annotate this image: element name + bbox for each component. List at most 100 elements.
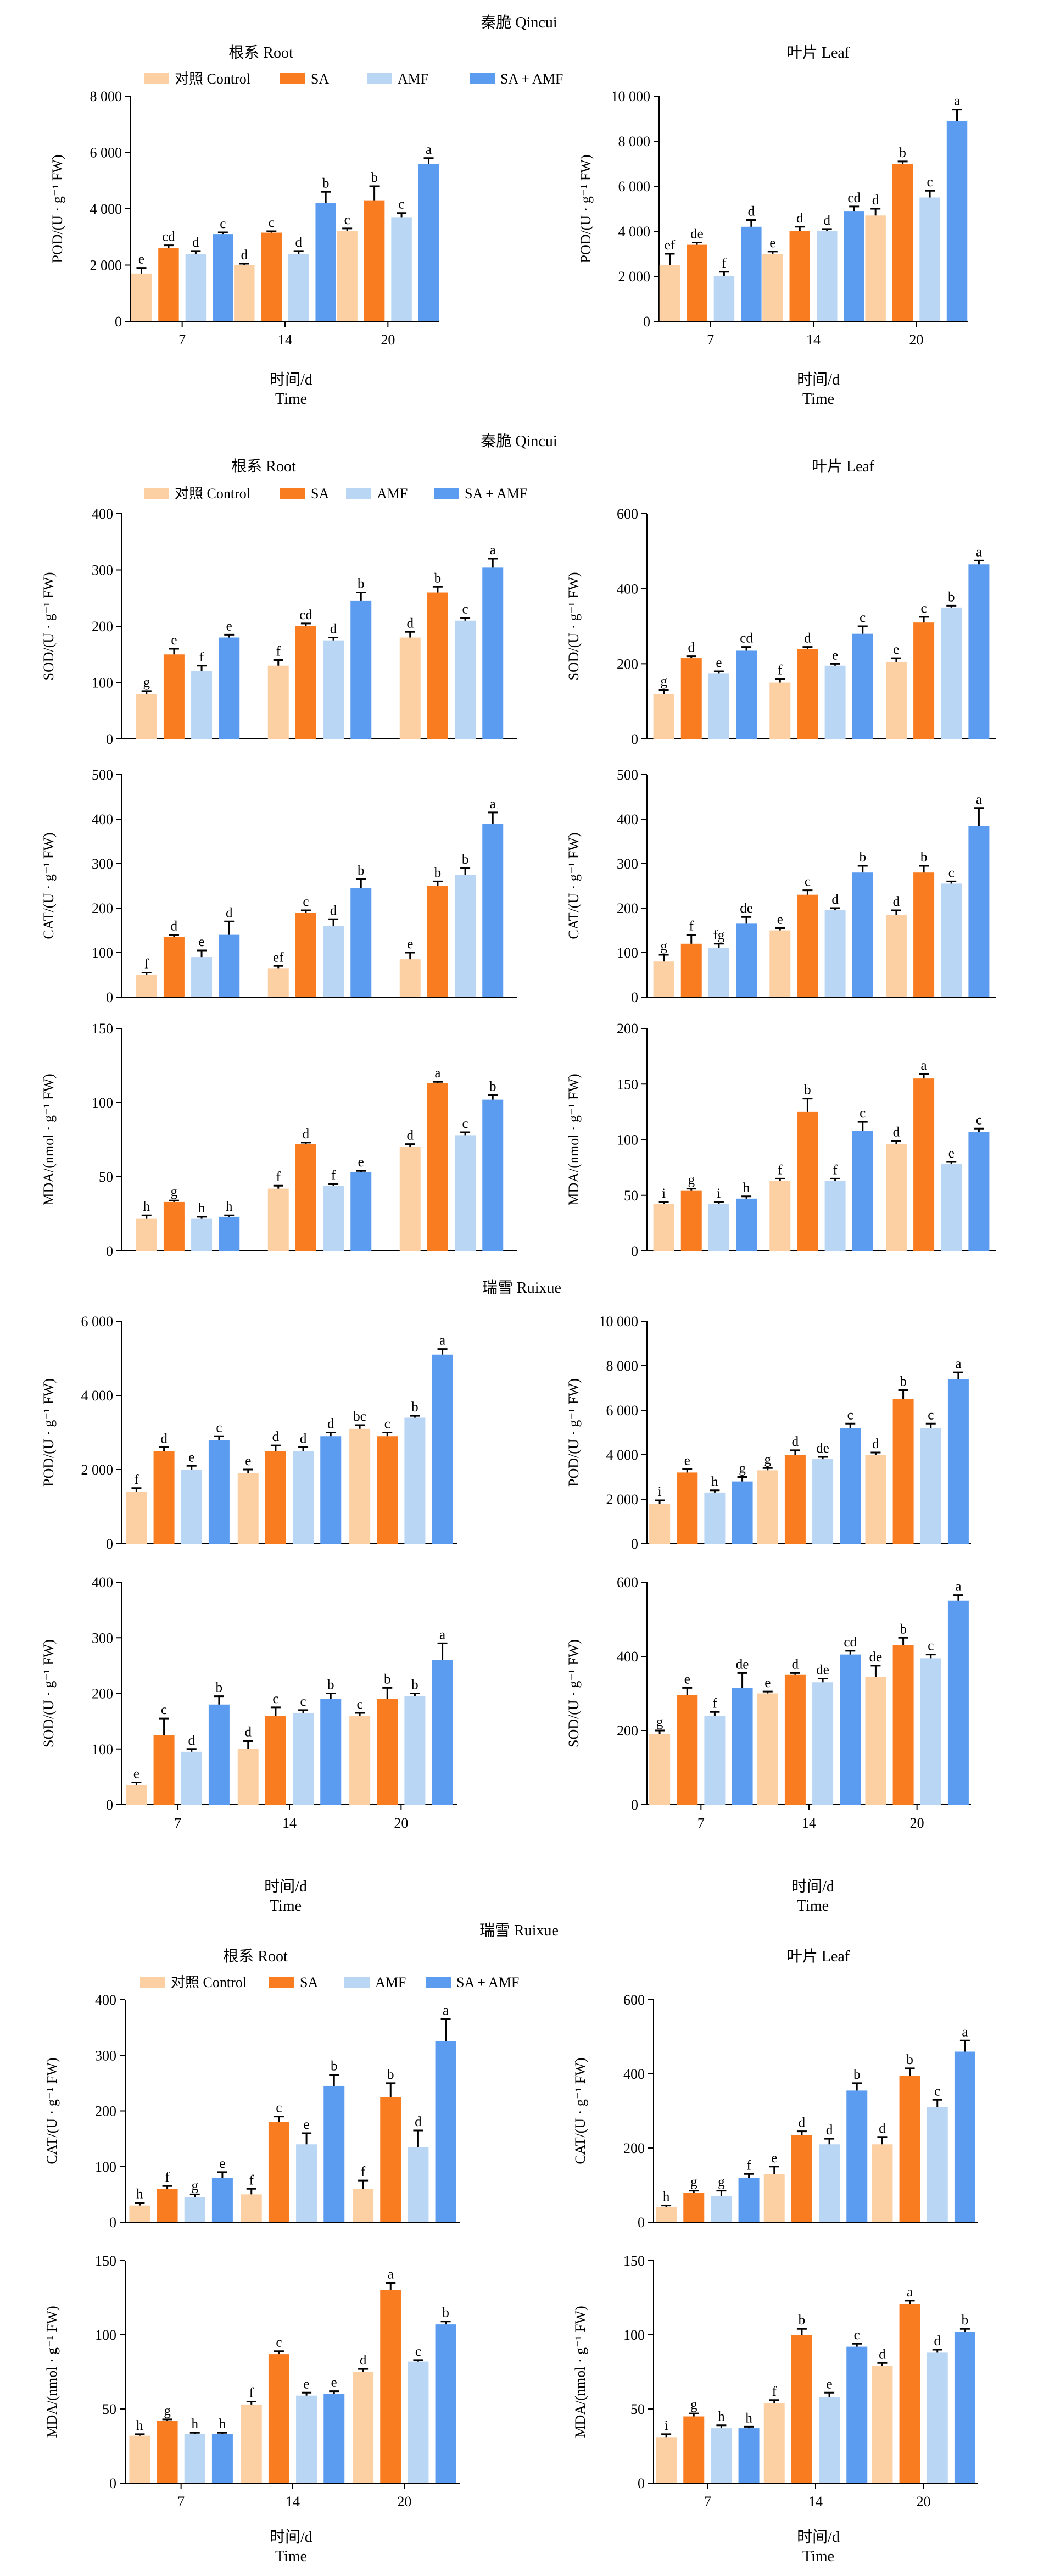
significance-letter: e bbox=[188, 1450, 194, 1465]
significance-letter: e bbox=[133, 1767, 139, 1782]
significance-letter: d bbox=[330, 903, 337, 918]
panel-title-leaf: 叶片 Leaf bbox=[787, 1948, 850, 1965]
bar-control bbox=[865, 1455, 886, 1544]
legend-label-sa: SA bbox=[300, 1974, 318, 1990]
significance-letter: d bbox=[226, 905, 233, 920]
y-tick-label: 0 bbox=[631, 1536, 638, 1552]
y-tick-label: 0 bbox=[109, 2475, 116, 2491]
bar-sa bbox=[295, 626, 316, 739]
bar-sa bbox=[892, 164, 913, 321]
bar-sa bbox=[913, 872, 935, 997]
bar-control bbox=[129, 2205, 150, 2222]
y-tick-label: 100 bbox=[95, 2327, 116, 2343]
significance-letter: e bbox=[171, 633, 177, 648]
bar-sa-amf bbox=[852, 1131, 873, 1251]
significance-letter: g bbox=[164, 2403, 171, 2418]
significance-letter: b bbox=[322, 176, 330, 191]
y-tick-label: 50 bbox=[630, 2401, 645, 2417]
bar-sa-amf bbox=[968, 564, 990, 739]
y-tick-label: 200 bbox=[623, 2140, 645, 2156]
legend-swatch-sa-amf bbox=[426, 1977, 451, 1988]
bar-amf bbox=[819, 2144, 840, 2222]
significance-letter: f bbox=[778, 663, 783, 678]
y-tick-label: 0 bbox=[631, 1797, 638, 1813]
x-axis-title-en: Time bbox=[275, 2548, 307, 2565]
significance-letter: d bbox=[879, 2121, 886, 2136]
significance-letter: a bbox=[954, 94, 960, 109]
legend-label-sa-amf: SA + AMF bbox=[456, 1974, 519, 1990]
bar-sa bbox=[913, 1078, 935, 1251]
bar-amf bbox=[408, 2147, 429, 2222]
bar-sa-amf bbox=[736, 923, 757, 997]
chart-ruixue-leaf-pod: 0 2 000 4 000 6 000 8 000 10 000 POD/(U · g⁻¹ … bbox=[566, 1314, 971, 1552]
bar-control bbox=[353, 2372, 374, 2483]
significance-letter: d bbox=[796, 211, 803, 226]
chart-qincui-leaf-cat: 0 100 200 300 400 500 CAT/(U · g⁻¹ FW) g f fg de e c… bbox=[566, 767, 996, 1005]
bar-control bbox=[267, 1188, 289, 1251]
bar-amf bbox=[708, 1204, 729, 1251]
bar-control bbox=[129, 2435, 150, 2483]
bar-control bbox=[757, 1693, 778, 1805]
bar-sa-amf bbox=[968, 1132, 990, 1251]
bar-sa-amf bbox=[219, 934, 240, 997]
y-tick-label: 8 000 bbox=[618, 133, 651, 149]
y-axis-label: SOD/(U · g⁻¹ FW) bbox=[41, 1639, 57, 1748]
bar-sa bbox=[683, 2193, 705, 2222]
bar-sa-amf bbox=[846, 2090, 868, 2222]
bar-amf bbox=[941, 1164, 962, 1251]
bar-amf bbox=[408, 2361, 429, 2483]
significance-letter: c bbox=[860, 610, 866, 625]
y-tick-label: 10 000 bbox=[611, 88, 651, 104]
chart-qincui-root-sod: 0 100 200 300 400 SOD/(U · g⁻¹ FW) g e f e f cd d b d b… bbox=[41, 506, 517, 747]
bar-control bbox=[762, 254, 783, 321]
bar-control bbox=[885, 1144, 907, 1251]
bar-control bbox=[399, 1147, 421, 1251]
significance-letter: b bbox=[853, 2067, 861, 2082]
bar-sa-amf bbox=[844, 211, 864, 321]
y-axis-label: CAT/(U · g⁻¹ FW) bbox=[566, 832, 582, 939]
y-tick-label: 400 bbox=[617, 581, 638, 597]
bar-amf bbox=[920, 1428, 941, 1544]
y-tick-label: 300 bbox=[92, 856, 113, 872]
significance-letter: f bbox=[833, 1162, 838, 1177]
bar-sa bbox=[791, 2335, 812, 2483]
x-tick-label: 20 bbox=[381, 332, 395, 348]
significance-letter: f bbox=[778, 1162, 783, 1177]
significance-letter: h bbox=[226, 1199, 233, 1214]
significance-letter: e bbox=[716, 655, 722, 670]
panel-title-root: 根系 Root bbox=[231, 458, 296, 475]
chart-qincui-root-pod: 0 2 000 4 000 6 000 8 000 POD/(U · g⁻¹ FW) 7 e c… bbox=[49, 88, 439, 348]
significance-letter: f bbox=[249, 2386, 254, 2401]
bar-sa bbox=[784, 1455, 806, 1544]
bar-control bbox=[659, 265, 680, 321]
x-axis-title-en: Time bbox=[802, 2548, 834, 2565]
chart-ruixue-leaf-mda: 0 50 100 150 MDA/(nmol · g⁻¹ FW) 7 i g h h 14 f b e c 2… bbox=[572, 2253, 978, 2510]
bar-sa-amf bbox=[435, 2324, 456, 2483]
significance-letter: e bbox=[684, 1672, 690, 1687]
bar-sa-amf bbox=[947, 1379, 969, 1544]
significance-letter: b bbox=[384, 1672, 391, 1687]
y-tick-label: 200 bbox=[92, 619, 113, 635]
significance-letter: f bbox=[199, 650, 204, 665]
significance-letter: e bbox=[827, 2377, 833, 2391]
y-tick-label: 400 bbox=[92, 811, 113, 827]
bar-control bbox=[656, 2437, 677, 2483]
bar-amf bbox=[927, 2352, 948, 2483]
bar-sa-amf bbox=[323, 2394, 345, 2483]
bar-sa bbox=[157, 2189, 178, 2222]
bar-control bbox=[872, 2366, 893, 2483]
significance-letter: b bbox=[358, 577, 365, 592]
significance-letter: e bbox=[304, 2377, 310, 2391]
y-tick-label: 200 bbox=[617, 1021, 638, 1037]
bar-sa bbox=[295, 913, 316, 997]
y-tick-label: 200 bbox=[617, 1723, 638, 1739]
bar-amf bbox=[941, 883, 962, 997]
chart-qincui-leaf-sod: 0 200 400 600 SOD/(U · g⁻¹ FW) g d e cd f d e c e c b a bbox=[566, 506, 996, 747]
x-tick-label: 7 bbox=[177, 2494, 185, 2510]
bar-control bbox=[136, 1218, 157, 1251]
chart-qincui-root-mda: 0 50 100 150 MDA/(nmol · g⁻¹ FW) h g h h f d f e d a c b bbox=[41, 1021, 517, 1259]
significance-letter: f bbox=[722, 256, 727, 271]
x-tick-label: 14 bbox=[806, 332, 821, 348]
significance-letter: a bbox=[439, 1627, 445, 1642]
bar-sa bbox=[261, 232, 282, 321]
